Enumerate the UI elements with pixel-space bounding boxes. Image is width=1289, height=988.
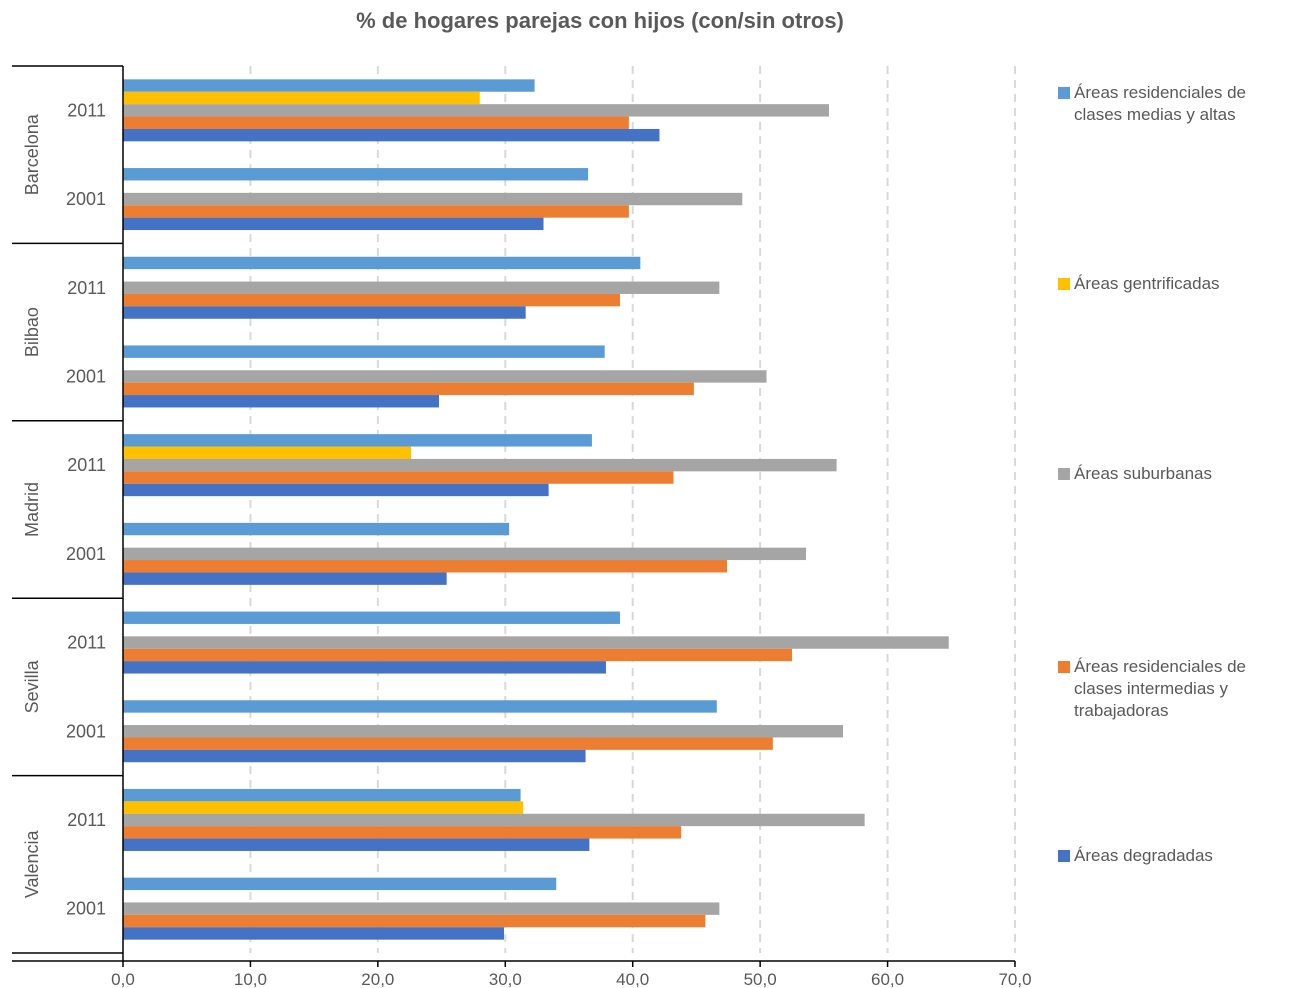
bar-intermedias [123, 826, 682, 839]
bar-degradadas [123, 483, 549, 497]
x-tick-label: 10,0 [234, 970, 267, 988]
x-tick-label: 50,0 [744, 970, 777, 988]
legend-label: Áreas degradadas [1074, 846, 1213, 865]
legend-item-gentrificadas: Áreas gentrificadas [1058, 273, 1289, 295]
bar-suburbanas [123, 725, 843, 738]
legend-swatch [1058, 278, 1070, 290]
legend-label: Áreas suburbanas [1074, 464, 1212, 483]
x-tick-label: 0,0 [111, 970, 135, 988]
year-label: 2011 [67, 455, 106, 475]
year-label: 2001 [66, 544, 106, 564]
bar-medias_altas [123, 168, 589, 181]
x-tick-label: 40,0 [616, 970, 649, 988]
legend-swatch [1058, 661, 1070, 673]
bar-gentrificadas [123, 801, 524, 814]
year-label: 2011 [67, 633, 106, 653]
year-label: 2001 [66, 189, 106, 209]
city-label: Sevilla [22, 659, 42, 713]
legend-swatch [1058, 468, 1070, 480]
city-label: Valencia [22, 829, 42, 898]
bar-gentrificadas [123, 446, 411, 459]
legend-item-intermedias: Áreas residenciales de clases intermedia… [1058, 656, 1289, 722]
bar-degradadas [123, 749, 586, 763]
city-label: Madrid [22, 482, 42, 537]
bar-suburbanas [123, 370, 767, 383]
year-label: 2001 [66, 366, 106, 386]
city-label: Bilbao [22, 307, 42, 357]
legend-swatch [1058, 87, 1070, 99]
bar-medias_altas [123, 700, 717, 713]
bar-suburbanas [123, 104, 829, 117]
x-tick-label: 20,0 [361, 970, 394, 988]
chart-legend: Áreas residenciales de clases medias y a… [1058, 0, 1289, 988]
bar-degradadas [123, 217, 544, 231]
x-tick-label: 70,0 [998, 970, 1031, 988]
bar-intermedias [123, 205, 629, 218]
bar-medias_altas [123, 79, 535, 92]
bar-suburbanas [123, 547, 807, 561]
bar-degradadas [123, 838, 590, 851]
bar-suburbanas [123, 192, 743, 206]
year-label: 2001 [66, 721, 106, 741]
bar-degradadas [123, 927, 505, 940]
bar-medias_altas [123, 256, 641, 270]
bar-intermedias [123, 293, 620, 307]
bar-intermedias [123, 471, 674, 484]
bar-suburbanas [123, 902, 720, 915]
bar-medias_altas [123, 611, 620, 624]
x-tick-label: 60,0 [871, 970, 904, 988]
bar-degradadas [123, 661, 606, 674]
bar-intermedias [123, 737, 773, 750]
legend-item-degradadas: Áreas degradadas [1058, 845, 1289, 867]
bar-intermedias [123, 116, 629, 129]
year-label: 2011 [67, 100, 106, 120]
bar-degradadas [123, 395, 440, 408]
bar-suburbanas [123, 636, 949, 649]
legend-item-suburbanas: Áreas suburbanas [1058, 463, 1289, 485]
city-label: Barcelona [22, 113, 42, 195]
bar-suburbanas [123, 458, 837, 472]
legend-label: Áreas residenciales de clases medias y a… [1074, 83, 1246, 124]
bar-intermedias [123, 914, 706, 928]
year-label: 2011 [67, 278, 106, 298]
bar-degradadas [123, 306, 526, 319]
bar-medias_altas [123, 877, 557, 891]
bar-medias_altas [123, 345, 605, 358]
bar-medias_altas [123, 522, 510, 536]
bar-suburbanas [123, 813, 865, 827]
year-label: 2001 [66, 899, 106, 919]
year-label: 2011 [67, 810, 106, 830]
bar-gentrificadas [123, 91, 480, 105]
legend-swatch [1058, 850, 1070, 862]
bar-medias_altas [123, 788, 521, 802]
bar-degradadas [123, 128, 660, 142]
bar-suburbanas [123, 281, 720, 294]
bar-intermedias [123, 648, 792, 662]
bar-medias_altas [123, 434, 592, 447]
legend-label: Áreas gentrificadas [1074, 274, 1220, 293]
bar-degradadas [123, 572, 447, 585]
bar-intermedias [123, 382, 694, 396]
bar-intermedias [123, 560, 728, 573]
chart-title: % de hogares parejas con hijos (con/sin … [356, 8, 844, 33]
legend-label: Áreas residenciales de clases intermedia… [1074, 657, 1246, 720]
legend-item-medias-altas: Áreas residenciales de clases medias y a… [1058, 82, 1289, 126]
x-tick-label: 30,0 [489, 970, 522, 988]
